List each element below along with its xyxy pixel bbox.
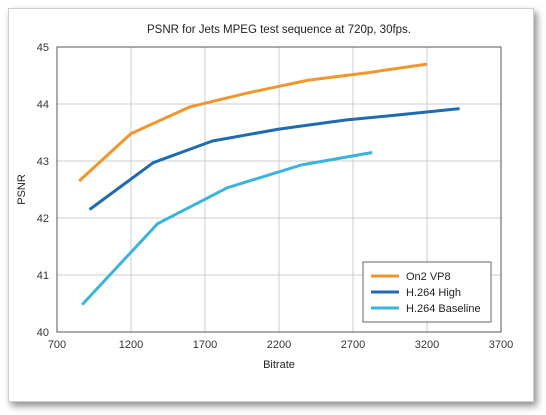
y-tick-label: 40 (37, 327, 49, 339)
x-axis-label: Bitrate (263, 359, 295, 371)
x-tick-label: 3700 (489, 339, 513, 351)
x-tick-label: 1700 (193, 339, 217, 351)
y-tick-label: 42 (37, 213, 49, 225)
y-tick-label: 44 (37, 99, 49, 111)
y-tick-label: 41 (37, 270, 49, 282)
chart-frame: 700 1200 1700 2200 2700 3200 3700 40 41 42 43 44 45 … (8, 8, 534, 402)
series-lines (78, 62, 460, 306)
tick-labels: 700 1200 1700 2200 2700 3200 3700 40 41 42 43 44 45 (37, 42, 513, 351)
series-line-2 (81, 151, 373, 306)
x-tick-label: 2200 (267, 339, 291, 351)
grid (57, 47, 501, 332)
series-line-0 (78, 62, 428, 183)
y-axis-label: PSNR (16, 174, 28, 205)
legend-label-1: H.264 High (406, 287, 461, 299)
plot-border (56, 46, 502, 333)
y-tick-label: 43 (37, 156, 49, 168)
legend-label-0: On2 VP8 (406, 271, 451, 283)
chart-title: PSNR for Jets MPEG test sequence at 720p… (147, 24, 411, 36)
legend: On2 VP8 H.264 High H.264 Baseline (362, 261, 492, 323)
x-tick-label: 2700 (341, 339, 365, 351)
series-line-1 (88, 107, 460, 211)
x-tick-label: 3200 (415, 339, 439, 351)
legend-label-2: H.264 Baseline (406, 303, 481, 315)
x-tick-label: 1200 (119, 339, 143, 351)
line-chart: 700 1200 1700 2200 2700 3200 3700404142434445 … (16, 24, 513, 371)
y-tick-label: 45 (37, 42, 49, 54)
x-tick-label: 700 (48, 339, 66, 351)
